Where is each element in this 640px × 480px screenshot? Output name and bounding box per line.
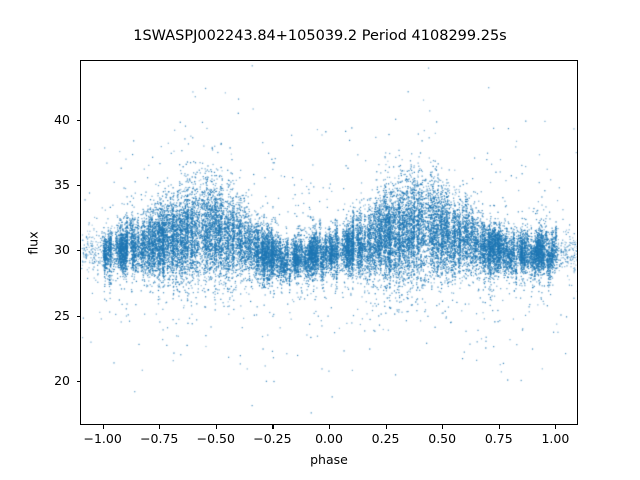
x-tick-label: 0.75 [484,431,513,446]
y-axis-label: flux [25,230,41,255]
x-axis-label: phase [310,452,348,467]
chart-title: 1SWASPJ002243.84+105039.2 Period 4108299… [133,28,507,44]
x-tick-mark [385,425,387,429]
x-tick-label: 1.00 [541,431,570,446]
y-tick-mark [76,185,80,187]
y-tick-label: 20 [54,372,70,388]
x-tick-mark [329,425,331,429]
x-tick-mark [215,425,217,429]
x-tick-mark [272,425,274,429]
y-tick-mark [76,380,80,382]
x-tick-label: −0.75 [140,431,179,446]
y-tick-label: 35 [54,177,70,193]
x-tick-label: 0.25 [371,431,400,446]
x-tick-mark [498,425,500,429]
x-tick-label: 0.50 [428,431,457,446]
plot-axes-area [80,60,578,425]
x-tick-label: −1.00 [83,431,122,446]
x-tick-label: −0.25 [253,431,292,446]
x-tick-label: −0.50 [196,431,235,446]
y-tick-label: 40 [54,111,70,127]
x-tick-mark [442,425,444,429]
scatter-plot-points [81,61,577,424]
y-tick-mark [76,250,80,252]
x-tick-mark [555,425,557,429]
y-tick-mark [76,315,80,317]
y-axis-label-wrapper: flux [24,60,42,425]
x-tick-mark [102,425,104,429]
y-tick-label: 25 [54,307,70,323]
y-tick-mark [76,119,80,122]
x-tick-mark [159,425,161,429]
x-tick-label: 0.00 [315,431,343,446]
y-tick-label: 30 [54,242,70,258]
